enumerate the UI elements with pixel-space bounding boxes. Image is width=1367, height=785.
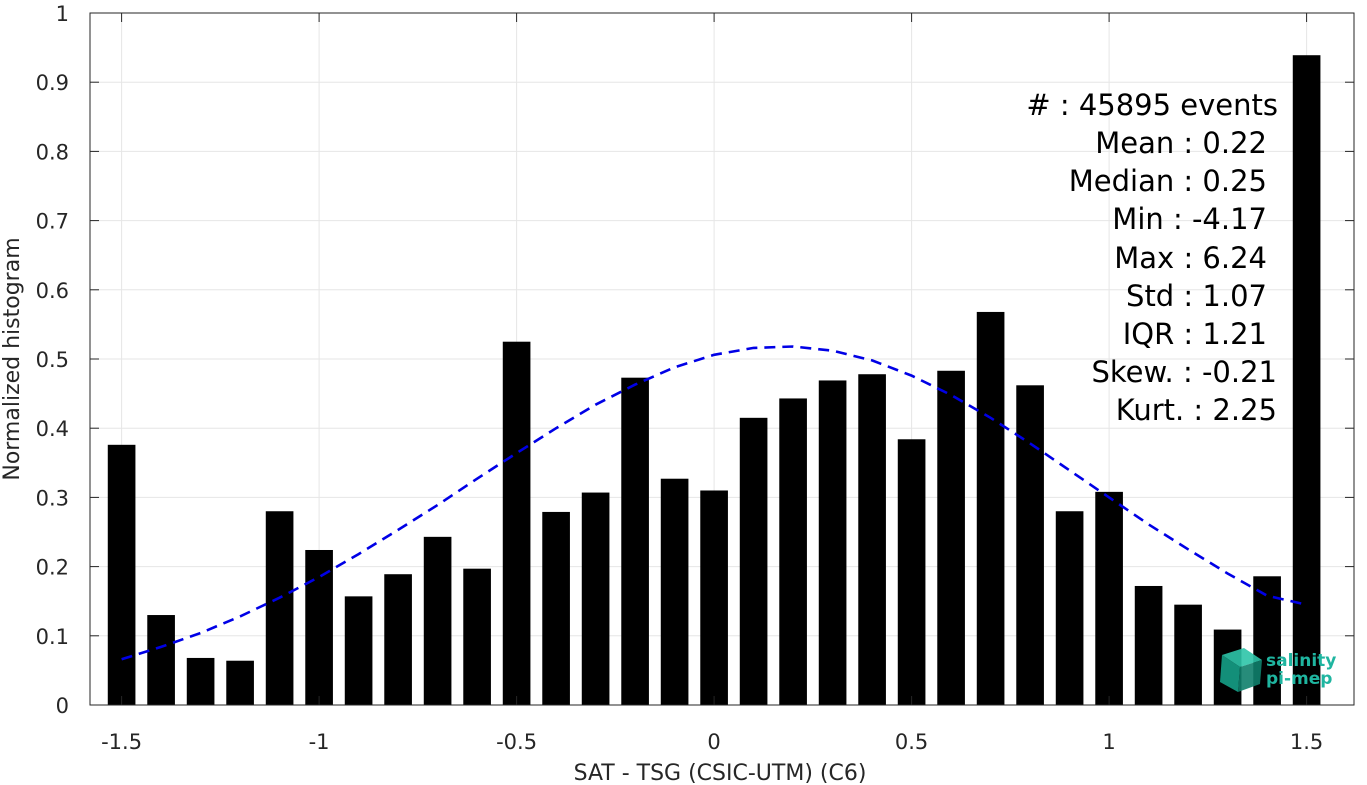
histogram-bar [542, 511, 570, 705]
y-tick-label: 0.4 [36, 417, 69, 441]
histogram-bars [107, 55, 1321, 706]
axis-ticks [90, 12, 1354, 706]
histogram-bar [226, 660, 254, 705]
x-tick-label: -1.5 [101, 730, 142, 754]
histogram-bar [660, 478, 689, 705]
x-tick-label: -1 [309, 730, 330, 754]
histogram-bar [779, 398, 807, 705]
y-axis-label: Normalized histogram [0, 237, 25, 480]
logo-line-1: salinity [1266, 651, 1336, 671]
x-tick-label: 1.5 [1290, 730, 1323, 754]
histogram-bar [897, 439, 926, 705]
histogram-bar [1134, 585, 1163, 705]
histogram-bar [305, 549, 333, 705]
logo-line-2: pi-mep [1266, 669, 1332, 689]
histogram-bar [858, 374, 886, 705]
histogram-bar [581, 492, 610, 705]
stat-std: Std : 1.07 [1126, 279, 1267, 313]
y-tick-label: 0.1 [36, 625, 69, 649]
normal-fit-curve [121, 345, 1307, 661]
y-tick-label: 0.6 [36, 279, 69, 303]
stat-skew: Skew. : -0.21 [1091, 355, 1277, 389]
histogram-bar [423, 536, 452, 705]
y-tick-label: 0.7 [36, 210, 69, 234]
histogram-bar [186, 657, 215, 705]
histogram-bar [463, 568, 491, 705]
stat-min: Min : -4.17 [1112, 202, 1267, 236]
stat-max: Max : 6.24 [1114, 241, 1267, 275]
stat-iqr: IQR : 1.21 [1123, 317, 1267, 351]
histogram-bar [818, 380, 847, 705]
y-tick-label: 0.9 [36, 71, 69, 95]
x-tick-label: 0 [707, 730, 720, 754]
histogram-bar [107, 444, 136, 705]
histogram-bar [976, 311, 1005, 705]
y-tick-label: 0.5 [36, 348, 69, 372]
salinity-pimep-logo: salinity pi-mep [1220, 648, 1336, 692]
x-axis-label: SAT - TSG (CSIC-UTM) (C6) [574, 761, 867, 785]
histogram-bar [1055, 511, 1084, 705]
stat-median: Median : 0.25 [1069, 164, 1267, 198]
y-tick-label: 0.8 [36, 140, 69, 164]
histogram-bar [700, 490, 728, 705]
stat-count: # : 45895 events [1026, 88, 1278, 122]
histogram-bar [621, 377, 649, 705]
x-tick-label: 1 [1102, 730, 1115, 754]
histogram-bar [937, 370, 965, 705]
histogram-bar [1095, 491, 1123, 705]
x-tick-labels: -1.5 -1 -0.5 0 0.5 1 1.5 [101, 730, 1323, 754]
y-tick-label: 0.2 [36, 556, 69, 580]
histogram-bar [739, 417, 768, 705]
histogram-bar [502, 341, 531, 705]
stat-mean: Mean : 0.22 [1095, 126, 1267, 160]
histogram-bar [1174, 604, 1202, 705]
y-tick-label: 0 [56, 694, 69, 718]
histogram-bar [265, 511, 294, 705]
histogram-bar [384, 574, 412, 705]
statistics-annotation: # : 45895 events Mean : 0.22 Median : 0.… [1026, 88, 1278, 427]
histogram-bar [1292, 55, 1321, 706]
y-tick-label: 1 [56, 2, 69, 26]
histogram-bar [147, 615, 175, 705]
x-tick-label: 0.5 [895, 730, 928, 754]
y-tick-label: 0.3 [36, 486, 69, 510]
histogram-bar [1016, 385, 1044, 705]
logo-cube-icon [1220, 648, 1262, 692]
x-tick-label: -0.5 [496, 730, 537, 754]
histogram-bar [344, 596, 373, 705]
y-tick-labels: 0 0.1 0.2 0.3 0.4 0.5 0.6 0.7 0.8 0.9 1 [36, 2, 69, 718]
stat-kurt: Kurt. : 2.25 [1116, 393, 1277, 427]
